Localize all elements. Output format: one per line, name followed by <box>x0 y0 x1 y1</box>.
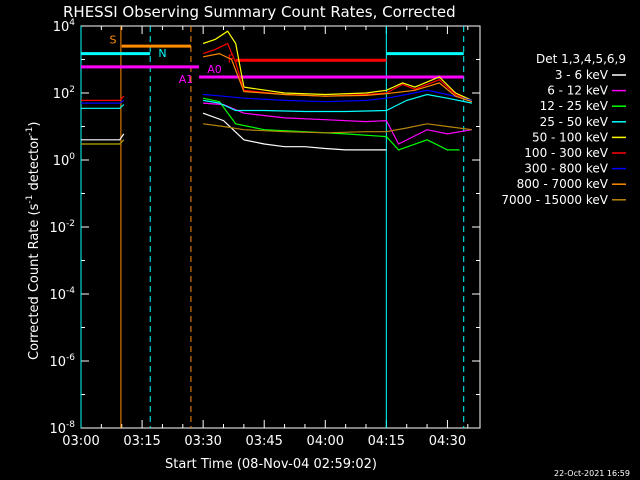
legend-entry: 12 - 25 keV <box>540 99 609 113</box>
legend-entry: 3 - 6 keV <box>555 68 609 82</box>
annotation-label: A0 <box>207 63 222 76</box>
x-tick-label: 03:45 <box>245 434 282 449</box>
annotation-label: N <box>158 47 166 60</box>
series-line <box>202 30 473 101</box>
x-tick-label: 03:30 <box>184 434 221 449</box>
annotation-label: S <box>110 34 117 47</box>
y-tick-label: 100 <box>53 152 76 169</box>
legend-entry: 100 - 300 keV <box>524 146 608 160</box>
series-line <box>202 52 473 103</box>
x-axis-label: Start Time (08-Nov-04 02:59:02) <box>165 457 377 472</box>
x-tick-label: 04:15 <box>368 434 405 449</box>
legend-entry: 6 - 12 keV <box>547 84 609 98</box>
x-tick-label: 03:00 <box>62 434 99 449</box>
series-line <box>81 89 473 104</box>
legend-entry: 25 - 50 keV <box>540 115 609 129</box>
y-axis-label: Corrected Count Rate (s-1 detector-1) <box>25 122 42 360</box>
y-tick-label: 10-6 <box>49 353 75 370</box>
axes: 03:00 03:15 03:30 03:45 04:00 04:15 04:30 104 10… <box>49 18 481 449</box>
y-tick-label: 10-8 <box>49 420 75 437</box>
legend-entry: 50 - 100 keV <box>532 130 609 144</box>
y-tick-label: 102 <box>53 85 75 102</box>
series-line <box>203 102 473 145</box>
x-tick-label: 04:00 <box>307 434 344 449</box>
footer-timestamp: 22-Oct-2021 16:59 <box>554 469 630 478</box>
chart-title: RHESSI Observing Summary Count Rates, Co… <box>63 3 456 21</box>
series-line <box>81 112 387 151</box>
x-tick-label: 04:30 <box>429 434 466 449</box>
series-line <box>81 123 472 145</box>
series-line <box>81 93 473 113</box>
legend-title: Det 1,3,4,5,6,9 <box>536 52 626 66</box>
y-tick-label: 104 <box>53 18 76 35</box>
x-tick-label: 03:15 <box>123 434 160 449</box>
annotation-label: A1 <box>179 73 194 86</box>
y-tick-label: 10-4 <box>49 286 75 303</box>
legend-entry: 7000 - 15000 keV <box>501 193 608 207</box>
y-tick-label: 10-2 <box>49 219 75 236</box>
plot-frame <box>80 25 481 429</box>
legend-entry: 300 - 800 keV <box>524 162 608 176</box>
legend-entry: 800 - 7000 keV <box>517 177 609 191</box>
